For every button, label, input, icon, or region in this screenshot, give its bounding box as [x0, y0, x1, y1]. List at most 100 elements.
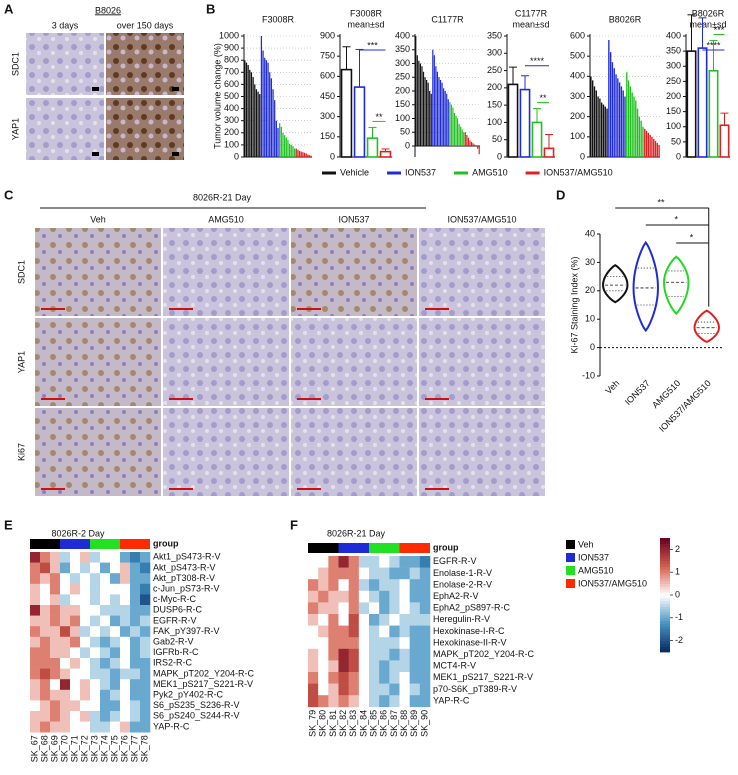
- colorbar-step: [660, 589, 670, 593]
- colorbar-step: [660, 566, 670, 570]
- legend-swatch: [566, 540, 575, 549]
- scale-bar: [297, 398, 321, 400]
- heatmap-cell: [100, 562, 111, 574]
- y-tick-label: 800: [224, 55, 239, 65]
- waterfall-bar: [295, 148, 297, 157]
- heatmap-cell: [60, 711, 71, 722]
- row-label: MEK1_pS217_S221-R-V: [153, 679, 253, 689]
- heatmap-cell: [348, 683, 360, 696]
- waterfall-bar: [447, 99, 449, 146]
- waterfall-bar: [298, 150, 301, 157]
- waterfall-bar: [456, 118, 459, 146]
- waterfall-bar: [478, 146, 480, 155]
- heatmap-cell: [40, 552, 51, 563]
- heatmap-cell: [80, 721, 91, 733]
- column-label: SK_89: [409, 710, 419, 737]
- column-label: SK_82: [338, 710, 348, 737]
- colorbar-step: [660, 563, 670, 567]
- heatmap-cell: [140, 615, 151, 627]
- bar: [366, 137, 379, 158]
- heatmap-cell: [130, 605, 141, 616]
- heatmap-cell: [369, 672, 380, 684]
- heatmap-cell: [399, 637, 410, 650]
- heatmap-cell: [369, 683, 380, 696]
- row-label: MCT4-R-V: [433, 661, 476, 671]
- group-bar: [60, 539, 90, 549]
- significance-label: ***: [714, 25, 725, 35]
- row-label: Pyk2_pY402-R-C: [153, 689, 224, 699]
- heatmap-cell: [30, 700, 41, 712]
- heatmap-cell: [90, 552, 101, 563]
- heatmap-cell: [130, 626, 141, 638]
- waterfall-bar: [419, 63, 422, 146]
- heatmap-cell: [90, 594, 101, 606]
- heatmap-cell: [338, 602, 349, 615]
- heatmap-cell: [120, 647, 131, 659]
- colorbar-step: [660, 555, 670, 559]
- heatmap-cell: [318, 556, 329, 568]
- y-tick-label: 200: [224, 127, 239, 137]
- heatmap-cell: [348, 567, 360, 580]
- waterfall-bar: [267, 62, 269, 158]
- heatmap-cell: [318, 590, 329, 603]
- waterfall-bar: [421, 66, 423, 146]
- heatmap-cell: [40, 594, 51, 606]
- heatmap-cell: [358, 590, 370, 603]
- waterfall-bar: [300, 151, 302, 157]
- micrograph: [163, 318, 289, 406]
- heatmap-cell: [70, 721, 81, 733]
- group-label: group: [433, 542, 459, 552]
- heatmap-cell: [40, 700, 51, 712]
- heatmap-cell: [348, 614, 360, 626]
- heatmap-cell: [120, 573, 131, 585]
- heatmap-cell: [318, 602, 329, 615]
- heatmap-cell: [409, 556, 421, 568]
- waterfall-bar: [292, 146, 294, 157]
- column-label: 3 days: [52, 20, 79, 30]
- heatmap-cell: [50, 700, 61, 712]
- waterfall-bar: [308, 155, 311, 157]
- heatmap-cell: [40, 626, 51, 638]
- y-tick-label: 100: [395, 113, 410, 123]
- heatmap-cell: [409, 579, 421, 592]
- colorbar-step: [660, 552, 670, 556]
- heatmap-cell: [50, 573, 61, 585]
- colorbar-step: [660, 634, 670, 639]
- colorbar-step: [660, 546, 670, 550]
- heatmap-cell: [409, 614, 421, 626]
- heatmap-cell: [328, 695, 339, 708]
- waterfall-bar: [658, 144, 660, 157]
- heatmap-cell: [308, 648, 319, 661]
- heatmap-cell: [399, 590, 410, 603]
- heatmap-cell: [358, 660, 370, 673]
- waterfall-bar: [250, 72, 253, 157]
- column-label: SK_76: [119, 735, 129, 762]
- column-label: SK_72: [79, 735, 89, 762]
- colorbar-step: [660, 614, 670, 619]
- heatmap-cell: [50, 562, 61, 574]
- row-label: MAPK_pT202_Y204-R-C: [433, 649, 535, 659]
- heatmap-cell: [328, 602, 339, 615]
- group-bar: [399, 543, 430, 553]
- heatmap-cell: [70, 679, 81, 691]
- heatmap-cell: [130, 552, 141, 563]
- waterfall-bar: [460, 126, 462, 146]
- heatmap-cell: [100, 594, 111, 606]
- heatmap-cell: [60, 689, 71, 701]
- waterfall-bar: [463, 132, 465, 146]
- y-tick-label: 250: [395, 72, 410, 82]
- heatmap-cell: [409, 567, 421, 580]
- y-tick-label: 400: [224, 103, 239, 113]
- heatmap-cell: [389, 556, 400, 568]
- row-label: YAP-R-C: [153, 721, 190, 731]
- colorbar-step: [660, 632, 670, 636]
- heatmap-cell: [30, 626, 41, 638]
- colorbar-step: [660, 612, 670, 616]
- heatmap-cell: [30, 583, 41, 595]
- waterfall-bar: [275, 120, 277, 157]
- heatmap-cell: [140, 636, 151, 648]
- waterfall-bar: [249, 69, 251, 157]
- waterfall-bar: [415, 36, 417, 146]
- heatmap-cell: [389, 614, 400, 626]
- heatmap-cell: [338, 625, 349, 638]
